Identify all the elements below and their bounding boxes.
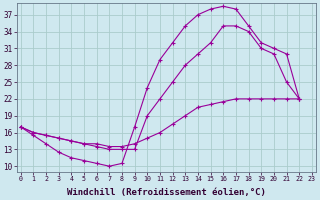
X-axis label: Windchill (Refroidissement éolien,°C): Windchill (Refroidissement éolien,°C): [67, 188, 266, 197]
